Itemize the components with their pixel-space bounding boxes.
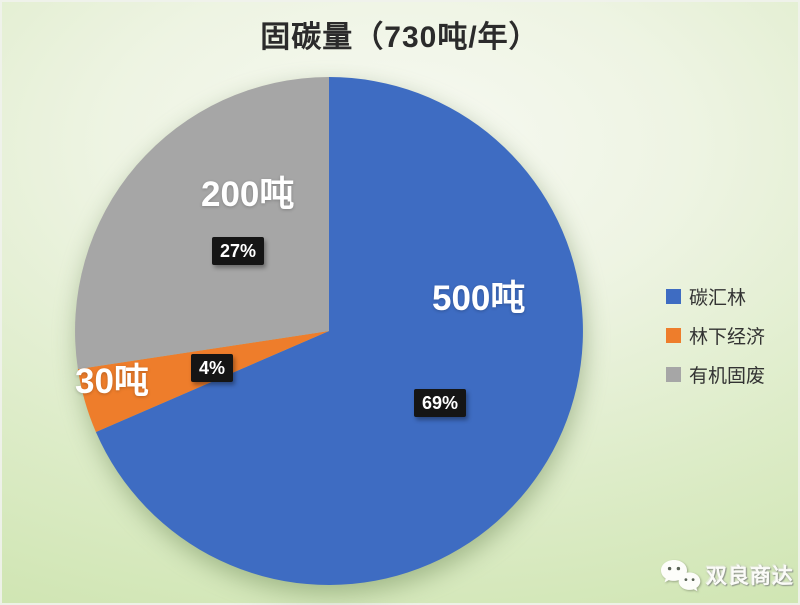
slice-value-label-linxiajingji: 30吨 (75, 362, 149, 401)
legend-item-tanhuilin: 碳汇林 (666, 283, 765, 310)
wechat-logo-icon (661, 560, 701, 592)
legend-swatch-blue-icon (666, 289, 681, 304)
chart-title: 固碳量（730吨/年） (260, 21, 540, 54)
legend: 碳汇林 林下经济 有机固废 (666, 283, 765, 388)
legend-item-linxiajingji: 林下经济 (666, 322, 765, 349)
percent-badge-youjiguifei: 27% (212, 237, 265, 265)
percent-badge-linxiajingji: 4% (191, 354, 234, 382)
legend-label: 碳汇林 (689, 288, 747, 309)
watermark-text: 双良商达 (706, 565, 794, 588)
legend-label: 有机固废 (689, 366, 766, 387)
legend-swatch-gray-icon (666, 367, 681, 382)
legend-label: 林下经济 (689, 327, 766, 348)
watermark: 双良商达 (659, 557, 794, 593)
pie-slices (75, 77, 583, 585)
legend-swatch-orange-icon (666, 328, 681, 343)
slice-value-label-youjiguifei: 200吨 (201, 175, 295, 214)
legend-item-youjiguifei: 有机固废 (666, 361, 765, 388)
percent-badge-tanhuilin: 69% (414, 389, 467, 417)
slice-value-label-tanhuilin: 500吨 (432, 279, 526, 318)
pie-slice-2 (75, 77, 329, 370)
pie-slice-0 (95, 77, 583, 585)
